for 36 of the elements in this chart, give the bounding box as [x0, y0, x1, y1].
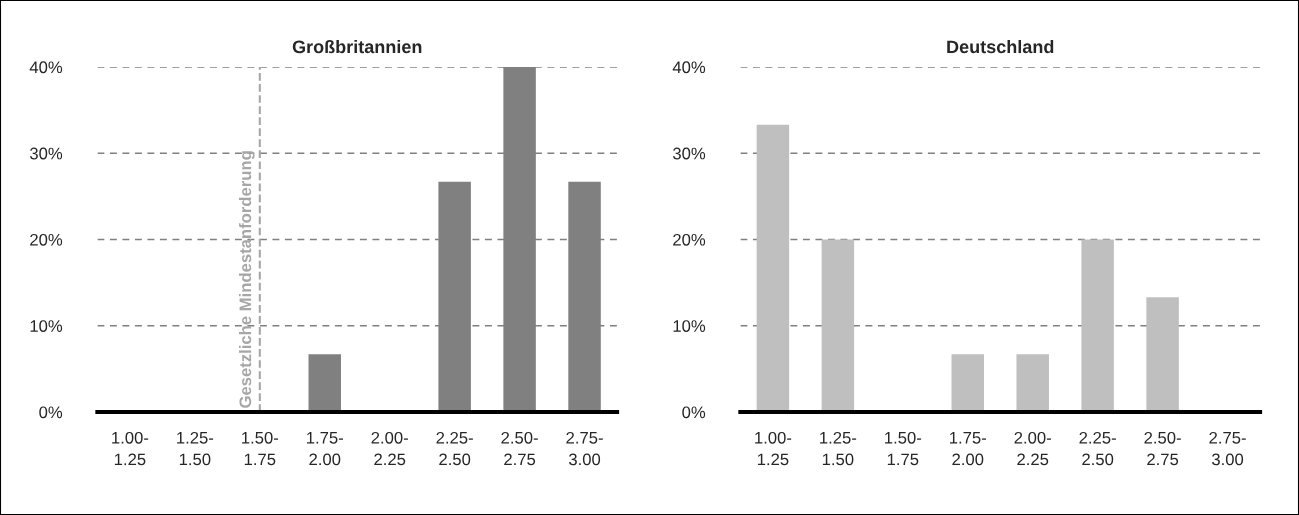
x-tick-label: 2.75-3.00: [1209, 431, 1246, 466]
x-tick-label: 2.00-2.25: [371, 431, 408, 466]
x-tick-label: 2.50-2.75: [1144, 431, 1181, 466]
bar: [1016, 354, 1049, 412]
y-tick-label: 40%: [672, 61, 706, 74]
x-tick-label: 2.00-2.25: [1014, 431, 1051, 466]
y-tick-label: 0%: [682, 406, 706, 419]
x-tick-label: 1.75-2.00: [307, 432, 344, 466]
y-tick-label: 0%: [39, 406, 63, 419]
bar: [1146, 297, 1179, 412]
x-tick-label: 1.00-1.25: [112, 431, 149, 466]
x-tick-label: 1.75-2.00: [950, 432, 987, 466]
x-tick-label: 2.25-2.50: [1079, 431, 1116, 466]
chart-title: Großbritannien: [292, 39, 422, 54]
y-tick-label: 30%: [29, 147, 63, 160]
y-tick-label: 10%: [673, 320, 706, 332]
x-tick-label: 1.00-1.25: [755, 431, 792, 466]
bar: [308, 354, 341, 412]
bar: [1081, 239, 1114, 412]
x-tick-label: 2.50-2.75: [501, 431, 538, 466]
y-tick-label: 10%: [30, 320, 63, 332]
x-tick-label: 1.25-1.50: [177, 431, 214, 466]
x-tick-label: 1.50-1.75: [242, 431, 279, 466]
y-tick-label: 20%: [673, 233, 706, 246]
x-tick-label: 1.50-1.75: [885, 431, 922, 466]
ref-line-label: Gesetzliche Mindestanforderung: [238, 151, 255, 408]
bar: [821, 239, 855, 412]
bar: [756, 124, 790, 412]
x-tick-label: 2.75-3.00: [566, 431, 603, 466]
y-tick-label: 40%: [29, 61, 63, 74]
y-tick-label: 30%: [672, 147, 706, 160]
y-tick-label: 20%: [30, 233, 63, 246]
x-tick-label: 1.25-1.50: [820, 431, 857, 466]
x-tick-label: 2.25-2.50: [436, 431, 473, 466]
bar: [951, 354, 984, 412]
chart-title: Deutschland: [947, 39, 1054, 54]
